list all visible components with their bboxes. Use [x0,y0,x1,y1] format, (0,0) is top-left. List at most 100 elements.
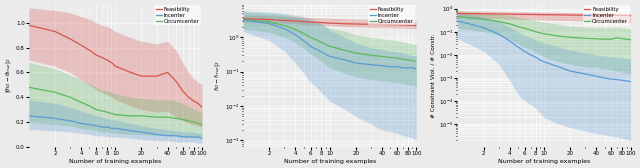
Incenter [185,136,193,138]
Circumcenter [67,96,74,98]
Y-axis label: $|\theta_{IO} - \theta_{true}|_2$: $|\theta_{IO} - \theta_{true}|_2$ [4,58,13,93]
Circumcenter [266,21,273,23]
Incenter [86,123,93,125]
Feasibility [601,14,609,16]
Feasibility [387,24,394,26]
Line: Incenter: Incenter [29,116,202,138]
Incenter [51,117,59,119]
Circumcenter [399,58,407,60]
Circumcenter [326,45,333,47]
Circumcenter [618,38,626,40]
Incenter [412,68,420,70]
Circumcenter [239,18,247,20]
Incenter [495,33,502,35]
Feasibility [521,13,529,15]
Incenter [164,135,172,137]
Feasibility [404,24,412,26]
X-axis label: Number of training examples: Number of training examples [69,159,161,164]
Feasibility [393,24,401,26]
Incenter [592,75,600,77]
Feasibility [514,13,522,15]
Incenter [326,55,333,57]
Feasibility [582,14,589,16]
Incenter [627,81,634,83]
Incenter [307,45,314,47]
Circumcenter [51,91,59,93]
Incenter [239,19,247,21]
Incenter [153,133,161,135]
Incenter [607,78,615,80]
Circumcenter [540,33,548,35]
Feasibility [153,75,161,77]
Feasibility [291,20,299,22]
Incenter [77,122,85,124]
Feasibility [618,14,626,16]
Feasibility [111,65,119,67]
Feasibility [86,49,93,51]
Circumcenter [153,116,161,118]
Incenter [194,136,202,138]
Circumcenter [317,41,325,43]
Feasibility [378,24,386,26]
Line: Circumcenter: Circumcenter [458,17,630,40]
Incenter [341,59,349,61]
Feasibility [172,80,180,82]
Circumcenter [185,120,193,122]
Circumcenter [556,35,563,37]
Circumcenter [454,16,461,18]
Incenter [566,70,574,72]
Feasibility [532,13,540,15]
Feasibility [540,14,548,16]
Feasibility [307,21,314,23]
Circumcenter [198,123,206,125]
Circumcenter [190,121,198,123]
Feasibility [108,61,115,64]
Incenter [280,28,288,30]
Circumcenter [291,28,299,30]
Incenter [103,126,111,128]
Circumcenter [592,38,600,40]
Incenter [387,66,394,68]
Feasibility [623,14,630,16]
Feasibility [322,22,330,24]
Feasibility [138,75,145,77]
Circumcenter [25,86,33,88]
Feasibility [506,13,513,15]
Incenter [300,40,307,42]
Incenter [479,27,487,29]
Line: Circumcenter: Circumcenter [243,19,416,61]
Feasibility [98,56,106,58]
Circumcenter [566,36,574,38]
Circumcenter [194,122,202,124]
Feasibility [408,24,416,26]
Incenter [601,77,609,79]
Feasibility [317,22,325,24]
Incenter [352,62,360,64]
Feasibility [92,54,100,56]
Circumcenter [322,44,330,46]
Y-axis label: $f_{IO} - f_{true}|_2$: $f_{IO} - f_{true}|_2$ [213,60,222,91]
Line: Feasibility: Feasibility [243,19,416,26]
Circumcenter [367,54,375,56]
Circumcenter [408,60,416,62]
Feasibility [280,19,288,22]
Circumcenter [108,112,115,114]
Feasibility [326,22,333,24]
Circumcenter [103,111,111,113]
Feasibility [613,14,621,16]
Feasibility [266,18,273,20]
Circumcenter [623,38,630,40]
Feasibility [127,71,134,73]
Circumcenter [164,116,172,118]
Circumcenter [627,39,634,41]
Feasibility [198,106,206,108]
Feasibility [300,20,307,23]
Line: Incenter: Incenter [458,21,630,82]
Circumcenter [527,29,534,31]
Incenter [521,51,529,53]
Incenter [317,51,325,53]
Incenter [322,53,330,55]
Incenter [266,23,273,25]
Circumcenter [495,20,502,23]
Line: Feasibility: Feasibility [29,25,202,107]
